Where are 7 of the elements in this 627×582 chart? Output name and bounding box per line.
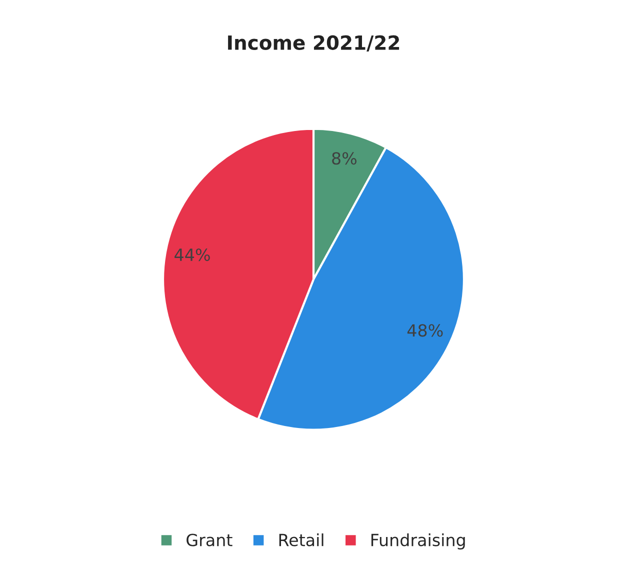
legend-label: Fundraising bbox=[371, 533, 465, 550]
chart-title: Income 2021/22 bbox=[228, 35, 400, 52]
data-label: 44% bbox=[174, 248, 210, 262]
data-label: 48% bbox=[407, 324, 443, 337]
legend-label: Retail bbox=[279, 533, 324, 546]
legend-label: Grant bbox=[186, 534, 232, 546]
data-label: 8% bbox=[332, 152, 356, 165]
